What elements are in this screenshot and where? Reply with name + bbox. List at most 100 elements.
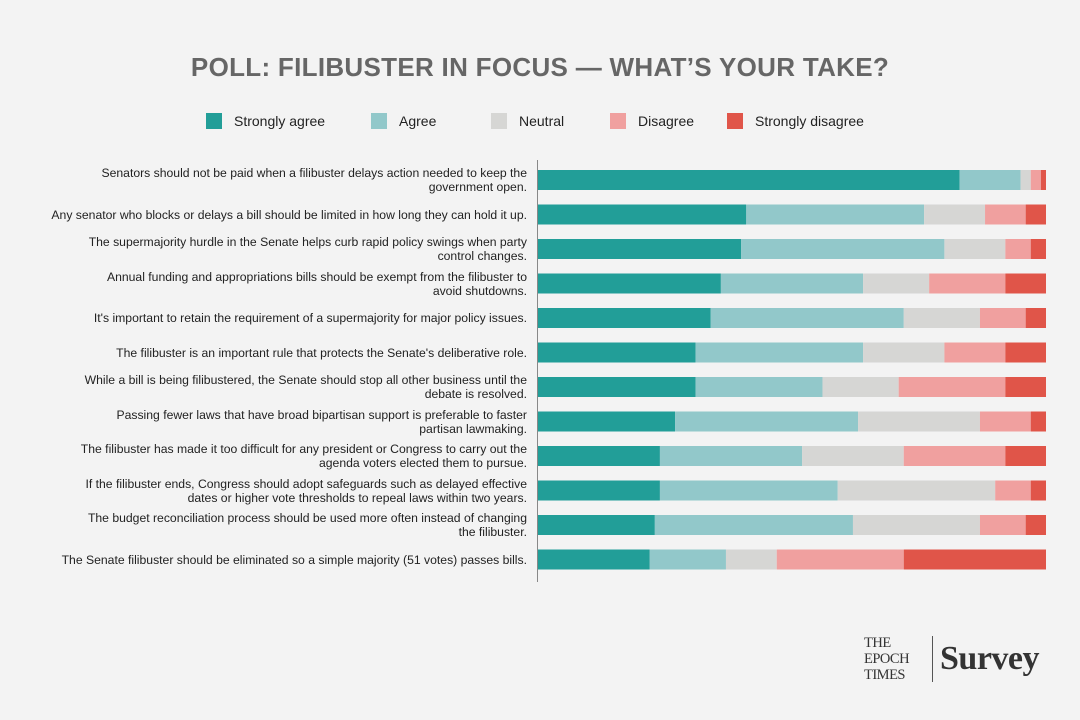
bar-segment-disagree	[776, 549, 904, 570]
bar-segment-strongly-agree	[538, 342, 696, 363]
bar-segment-strongly-agree	[538, 377, 696, 397]
bar-segment-agree	[654, 515, 853, 535]
bar-segment-disagree	[903, 446, 1006, 466]
legend-label: Strongly disagree	[755, 113, 864, 129]
legend-item-strongly-agree: Strongly agree	[206, 113, 325, 129]
bar-segment-agree	[659, 446, 803, 466]
bar-segment-strongly-agree	[538, 308, 711, 328]
bar-segment-neutral	[837, 480, 996, 501]
category-label-line: If the filibuster ends, Congress should …	[85, 476, 527, 491]
bar-segment-strongly-disagree	[1005, 273, 1046, 294]
bar-segment-strongly-disagree	[1030, 239, 1046, 259]
legend-item-agree: Agree	[371, 113, 436, 129]
legend-item-disagree: Disagree	[610, 113, 694, 129]
category-label-line: It's important to retain the requirement…	[93, 311, 527, 325]
bar-segment-strongly-agree	[538, 515, 655, 535]
bar-segment-disagree	[1005, 239, 1031, 259]
category-label-line: debate is resolved.	[424, 387, 527, 401]
epoch-times-survey-logo: THE EPOCH TIMES Survey	[864, 634, 1054, 684]
bar-segment-neutral	[924, 204, 986, 225]
legend-label: Strongly agree	[234, 113, 326, 129]
bar-segment-strongly-disagree	[1005, 377, 1046, 397]
bar-segment-strongly-disagree	[1025, 515, 1046, 535]
legend-label: Agree	[399, 113, 437, 129]
bar-segment-neutral	[852, 515, 980, 535]
bar-segment-strongly-agree	[538, 204, 747, 225]
category-label: The budget reconciliation process should…	[27, 511, 527, 539]
category-label-line: agenda voters elected them to pursue.	[319, 456, 527, 470]
category-label: If the filibuster ends, Congress should …	[27, 477, 527, 505]
category-label-line: dates or higher vote thresholds to repea…	[187, 490, 527, 505]
bar-segment-strongly-agree	[538, 446, 660, 466]
category-label-line: Senators should not be paid when a filib…	[101, 166, 527, 180]
logo-line: TIMES	[864, 667, 906, 683]
legend-swatch	[727, 113, 743, 129]
category-label-line: The Senate filibuster should be eliminat…	[61, 552, 527, 567]
bar-segment-disagree	[979, 411, 1031, 432]
bar-segment-neutral	[802, 446, 904, 466]
category-label: The filibuster is an important rule that…	[27, 346, 527, 360]
bar-segment-agree	[695, 342, 864, 363]
bar-segment-agree	[695, 377, 823, 397]
bar-segment-strongly-agree	[538, 170, 960, 190]
category-label: The Senate filibuster should be eliminat…	[27, 553, 527, 567]
bar-segment-agree	[675, 411, 859, 432]
bar-segment-strongly-agree	[538, 549, 650, 570]
bar-segment-neutral	[863, 273, 930, 294]
legend-swatch	[371, 113, 387, 129]
legend-item-neutral: Neutral	[491, 113, 564, 129]
bar-segment-strongly-disagree	[1030, 480, 1046, 501]
category-label-line: The filibuster has made it too difficult…	[80, 442, 527, 456]
category-label: Annual funding and appropriations bills …	[27, 270, 527, 298]
legend-swatch	[610, 113, 626, 129]
category-label-line: Annual funding and appropriations bills …	[106, 269, 527, 284]
bar-segment-neutral	[944, 239, 1006, 259]
bar-segment-strongly-disagree	[1005, 342, 1046, 363]
legend-swatch	[206, 113, 222, 129]
category-label-line: The supermajority hurdle in the Senate h…	[88, 235, 527, 249]
category-label: The filibuster has made it too difficult…	[27, 442, 527, 470]
bar-segment-disagree	[898, 377, 1006, 397]
bar-segment-strongly-disagree	[1040, 170, 1046, 190]
category-label: Senators should not be paid when a filib…	[27, 166, 527, 194]
bar-segment-strongly-disagree	[1005, 446, 1046, 466]
category-label: It's important to retain the requirement…	[27, 311, 527, 325]
bar-segment-disagree	[985, 204, 1026, 225]
category-label-line: government open.	[428, 180, 527, 194]
category-label-line: While a bill is being filibustered, the …	[84, 373, 527, 387]
bar-segment-strongly-agree	[538, 273, 721, 294]
category-label-line: The budget reconciliation process should…	[87, 511, 527, 525]
bar-segment-strongly-agree	[538, 239, 742, 259]
logo-divider	[932, 636, 933, 682]
category-label-line: partisan lawmaking.	[419, 421, 527, 436]
legend-label: Neutral	[519, 113, 565, 129]
category-label-line: Passing fewer laws that have broad bipar…	[116, 407, 527, 422]
category-label-line: the filibuster.	[458, 525, 527, 539]
bar-segment-agree	[741, 239, 945, 259]
bar-segment-strongly-disagree	[1030, 411, 1046, 432]
bar-segment-strongly-agree	[538, 411, 676, 432]
bar-segment-agree	[959, 170, 1021, 190]
bar-segment-agree	[649, 549, 726, 570]
bar-segment-neutral	[725, 549, 777, 570]
bar-segment-neutral	[903, 308, 980, 328]
logo-line: EPOCH	[864, 651, 910, 667]
bar-segment-strongly-agree	[538, 480, 660, 501]
logo-line: THE	[864, 635, 891, 651]
logo-survey: Survey	[940, 640, 1040, 677]
legend-swatch	[491, 113, 507, 129]
category-label: While a bill is being filibustered, the …	[27, 373, 527, 401]
legend-item-strongly-disagree: Strongly disagree	[727, 113, 864, 129]
bar-segment-disagree	[979, 308, 1026, 328]
category-label: Passing fewer laws that have broad bipar…	[27, 408, 527, 436]
bar-segment-neutral	[863, 342, 945, 363]
bar-segment-strongly-disagree	[1025, 308, 1046, 328]
bar-segment-disagree	[929, 273, 1006, 294]
category-label: Any senator who blocks or delays a bill …	[27, 208, 527, 222]
bar-segment-strongly-disagree	[1025, 204, 1046, 225]
chart-title: POLL: FILIBUSTER IN FOCUS — WHAT’S YOUR …	[190, 52, 890, 82]
category-label-line: Any senator who blocks or delays a bill …	[51, 207, 527, 222]
category-label-line: avoid shutdowns.	[432, 283, 527, 298]
category-label: The supermajority hurdle in the Senate h…	[27, 235, 527, 263]
